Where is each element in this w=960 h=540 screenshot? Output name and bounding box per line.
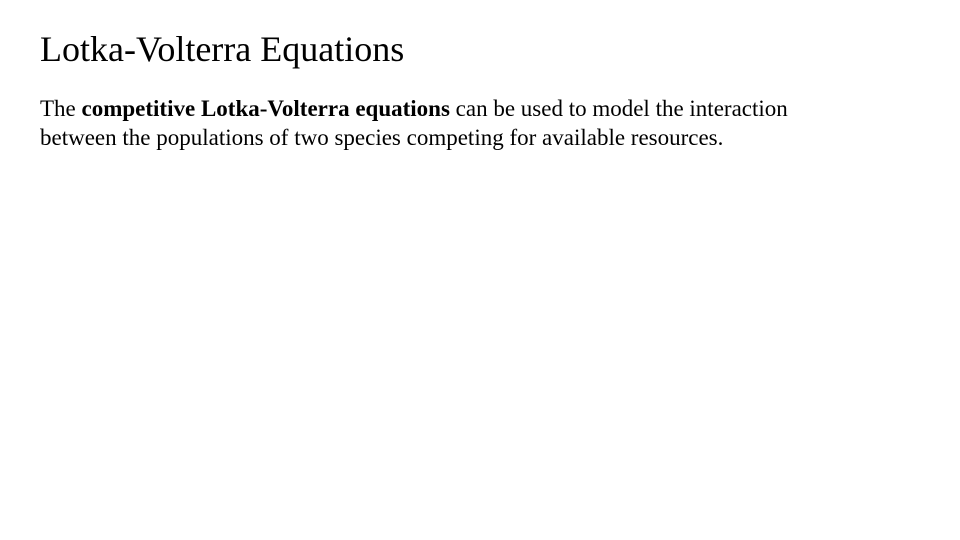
slide-title: Lotka-Volterra Equations bbox=[40, 28, 920, 71]
body-text-bold: competitive Lotka-Volterra equations bbox=[82, 96, 450, 121]
slide-container: Lotka-Volterra Equations The competitive… bbox=[0, 0, 960, 540]
slide-body-text: The competitive Lotka-Volterra equations… bbox=[40, 95, 820, 153]
body-text-pre: The bbox=[40, 96, 82, 121]
